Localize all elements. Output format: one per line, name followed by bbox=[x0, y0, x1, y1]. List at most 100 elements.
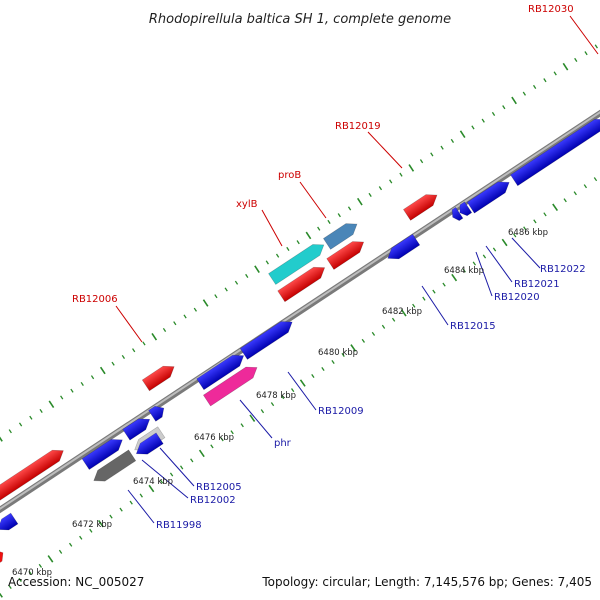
outer-track-tick bbox=[532, 84, 537, 89]
genes bbox=[0, 114, 600, 566]
outer-track-tick bbox=[399, 172, 403, 177]
outer-track-tick bbox=[450, 138, 455, 143]
outer-track-tick bbox=[224, 287, 228, 292]
inner-track-tick bbox=[321, 366, 325, 372]
outer-track-tick bbox=[99, 366, 106, 375]
inner-track-tick bbox=[58, 549, 63, 554]
inner-track-tick bbox=[260, 409, 265, 414]
inner-track-tick bbox=[583, 184, 588, 189]
gene-blue-2[interactable] bbox=[239, 317, 296, 360]
outer-track-tick bbox=[254, 265, 260, 273]
inner-track-tick bbox=[280, 395, 285, 400]
inner-track-tick bbox=[533, 219, 537, 224]
inner-track-tick bbox=[38, 563, 43, 568]
gene-label-prob[interactable]: proB bbox=[278, 170, 301, 181]
gene-label-phr[interactable]: phr bbox=[274, 438, 292, 449]
inner-track-tick bbox=[543, 212, 547, 217]
genome-summary: Topology: circular; Length: 7,145,576 bp… bbox=[261, 575, 592, 589]
gene-rb12021[interactable] bbox=[456, 201, 473, 218]
inner-track-tick bbox=[593, 177, 598, 182]
gene-label-rb12030[interactable]: RB12030 bbox=[528, 4, 574, 15]
inner-track-tick bbox=[148, 484, 155, 493]
accession-label: Accession: NC_005027 bbox=[8, 575, 144, 589]
inner-track-tick bbox=[210, 444, 214, 449]
outer-track-tick bbox=[286, 246, 290, 251]
gene-label-rb12015[interactable]: RB12015 bbox=[450, 321, 496, 332]
inner-track-tick bbox=[432, 289, 436, 294]
outer-track-tick bbox=[48, 400, 55, 409]
inner-track-tick bbox=[291, 388, 295, 393]
inner-track-tick bbox=[563, 198, 567, 203]
gene-rb12019[interactable] bbox=[402, 190, 440, 221]
outer-track-tick bbox=[193, 307, 197, 312]
gene-red-edge[interactable] bbox=[0, 547, 7, 566]
gene-label-rb12022[interactable]: RB12022 bbox=[540, 264, 586, 275]
gene-label-rb12005[interactable]: RB12005 bbox=[196, 482, 242, 493]
inner-track-tick bbox=[552, 203, 559, 212]
gene-label-rb11998[interactable]: RB11998 bbox=[156, 520, 202, 531]
outer-track-tick bbox=[543, 78, 547, 83]
inner-track-tick bbox=[270, 402, 275, 407]
gene-prob[interactable] bbox=[322, 219, 360, 250]
leader-line-rb11998 bbox=[127, 489, 155, 524]
gene-blue-right[interactable] bbox=[510, 114, 600, 187]
gene-phr[interactable] bbox=[202, 362, 260, 407]
outer-track-tick bbox=[327, 219, 331, 224]
tick-label-6472: 6472 kbp bbox=[72, 520, 112, 530]
leader-line-rb12002 bbox=[141, 459, 189, 499]
tick-label-6476: 6476 kbp bbox=[194, 433, 234, 443]
tick-label-6478: 6478 kbp bbox=[256, 391, 296, 401]
gene-red-prob-lower[interactable] bbox=[326, 237, 368, 270]
gene-xylb[interactable] bbox=[268, 239, 328, 285]
gene-blue-3[interactable] bbox=[81, 434, 126, 470]
inner-track-tick bbox=[523, 226, 527, 231]
inner-track-tick bbox=[412, 303, 416, 308]
outer-track-tick bbox=[419, 159, 424, 164]
inner-track-tick bbox=[220, 437, 224, 442]
gene-blue-edge[interactable] bbox=[0, 512, 19, 535]
inner-track-tick bbox=[249, 414, 256, 422]
gene-rb12006[interactable] bbox=[141, 361, 178, 392]
leader-line-rb12020 bbox=[475, 251, 493, 297]
outer-track-tick bbox=[481, 118, 485, 123]
outer-track-tick bbox=[502, 105, 506, 110]
inner-track-tick bbox=[501, 238, 508, 247]
gene-rb12022[interactable] bbox=[466, 177, 513, 214]
leader-line-rb12009 bbox=[287, 371, 317, 411]
gene-label-rb12009[interactable]: RB12009 bbox=[318, 406, 364, 417]
outer-track-tick bbox=[111, 361, 115, 366]
gene-rb12020[interactable] bbox=[449, 206, 464, 222]
inner-track-tick bbox=[129, 500, 133, 505]
inner-track-tick bbox=[341, 352, 345, 357]
leader-line-rb12030 bbox=[569, 15, 599, 55]
gene-label-rb12019[interactable]: RB12019 bbox=[335, 121, 381, 132]
leader-line-rb12019 bbox=[367, 131, 403, 169]
gene-rb11998[interactable] bbox=[90, 449, 137, 486]
inner-track-tick bbox=[331, 359, 335, 364]
gene-label-rb12020[interactable]: RB12020 bbox=[494, 292, 540, 303]
gene-blue-1[interactable] bbox=[196, 350, 248, 391]
outer-track-tick bbox=[522, 91, 526, 96]
gene-red-left[interactable] bbox=[0, 445, 67, 508]
gene-label-rb12002[interactable]: RB12002 bbox=[190, 495, 236, 506]
inner-track-tick bbox=[97, 519, 104, 528]
outer-track-tick bbox=[70, 388, 74, 393]
gene-label-rb12006[interactable]: RB12006 bbox=[72, 294, 118, 305]
gene-red-xylb-lower[interactable] bbox=[277, 262, 329, 303]
outer-track-tick bbox=[305, 231, 312, 240]
gene-rb12015[interactable] bbox=[384, 233, 421, 264]
inner-track-tick bbox=[462, 268, 466, 273]
outer-track-tick bbox=[142, 341, 146, 346]
outer-track-tick bbox=[245, 273, 249, 278]
gene-rb12005[interactable] bbox=[133, 432, 164, 459]
outer-track-tick bbox=[378, 186, 383, 191]
tick-label-6486: 6486 kbp bbox=[508, 228, 548, 238]
inner-track-tick bbox=[169, 472, 174, 477]
gene-blue-5[interactable] bbox=[148, 403, 168, 422]
gene-blue-4[interactable] bbox=[122, 414, 154, 441]
outer-track-tick bbox=[356, 197, 363, 206]
leader-line-phr bbox=[239, 399, 273, 439]
gene-label-rb12021[interactable]: RB12021 bbox=[514, 279, 560, 290]
gene-label-xylb[interactable]: xylB bbox=[236, 199, 258, 210]
